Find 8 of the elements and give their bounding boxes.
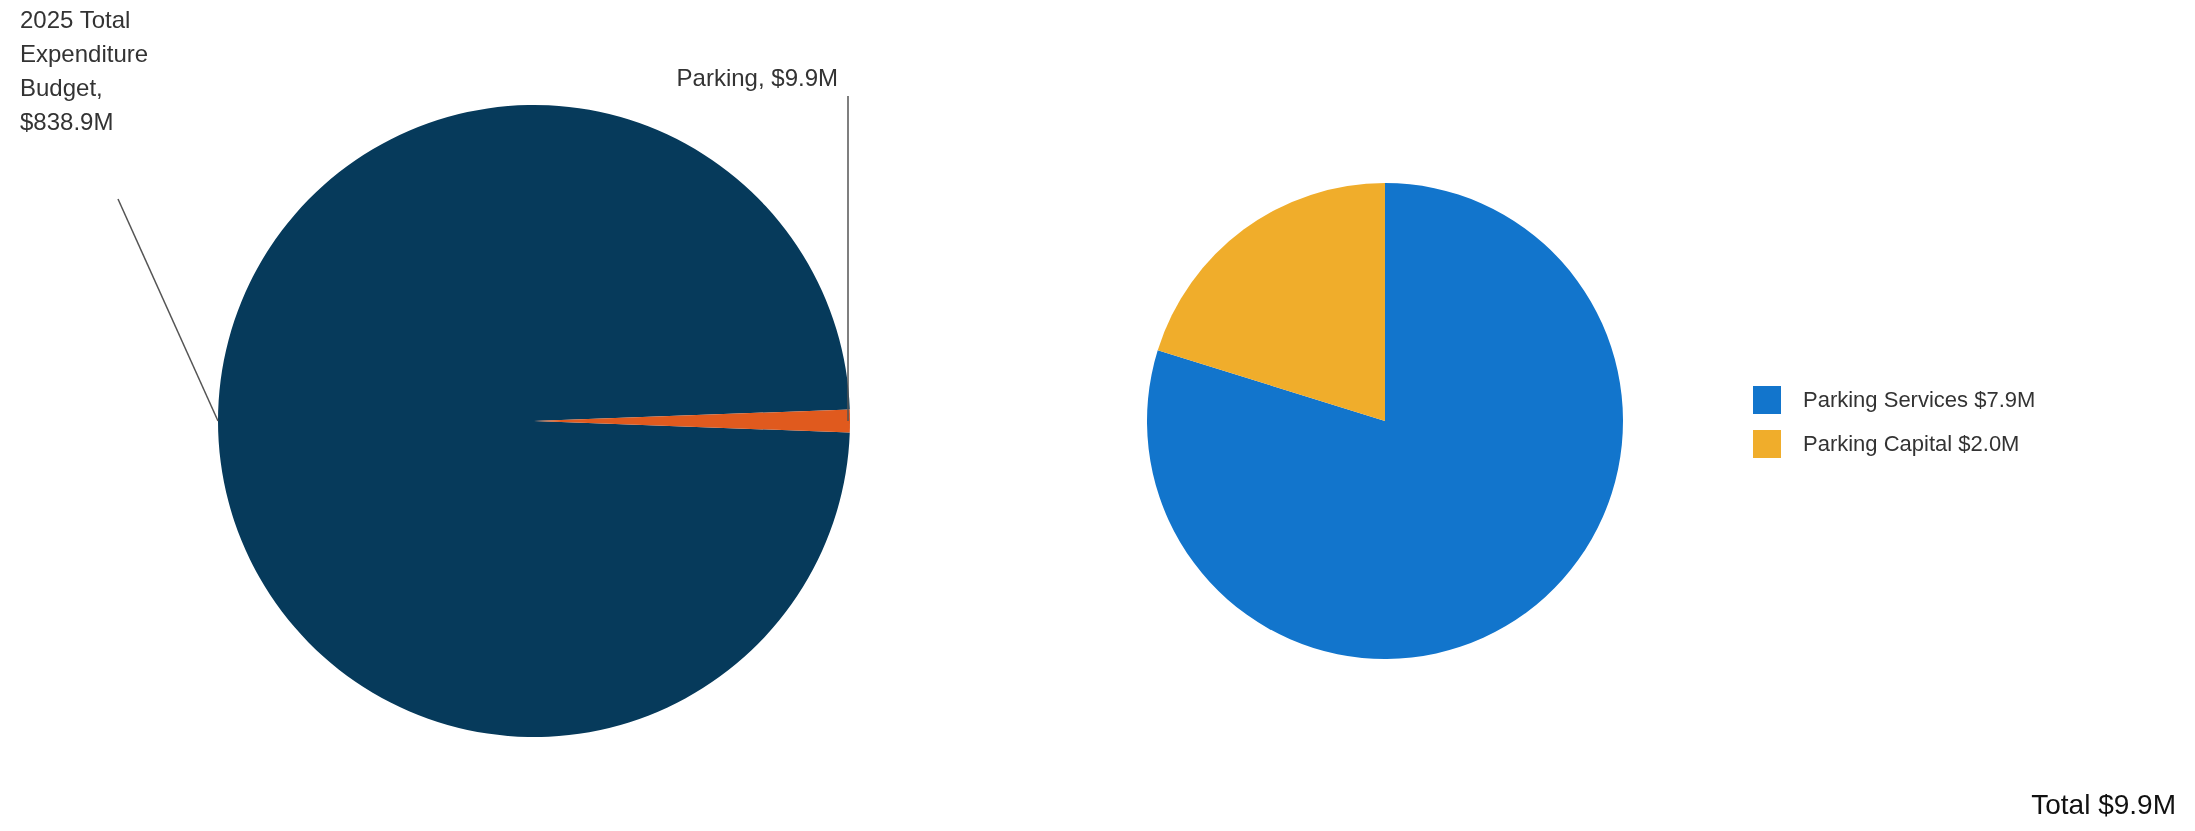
legend-label: Parking Capital $2.0M [1803, 430, 2020, 458]
pie-slice [1157, 183, 1385, 421]
text: Total $9.9M [2031, 789, 2176, 821]
slice-label: Parking, $9.9M [676, 64, 838, 91]
pie-slice [1147, 183, 1623, 659]
slice-label: 2025 Total Expenditure Budget, $838.9M [20, 6, 149, 135]
pie-slice [218, 105, 850, 737]
legend-label: Parking Services $7.9M [1803, 386, 2036, 414]
